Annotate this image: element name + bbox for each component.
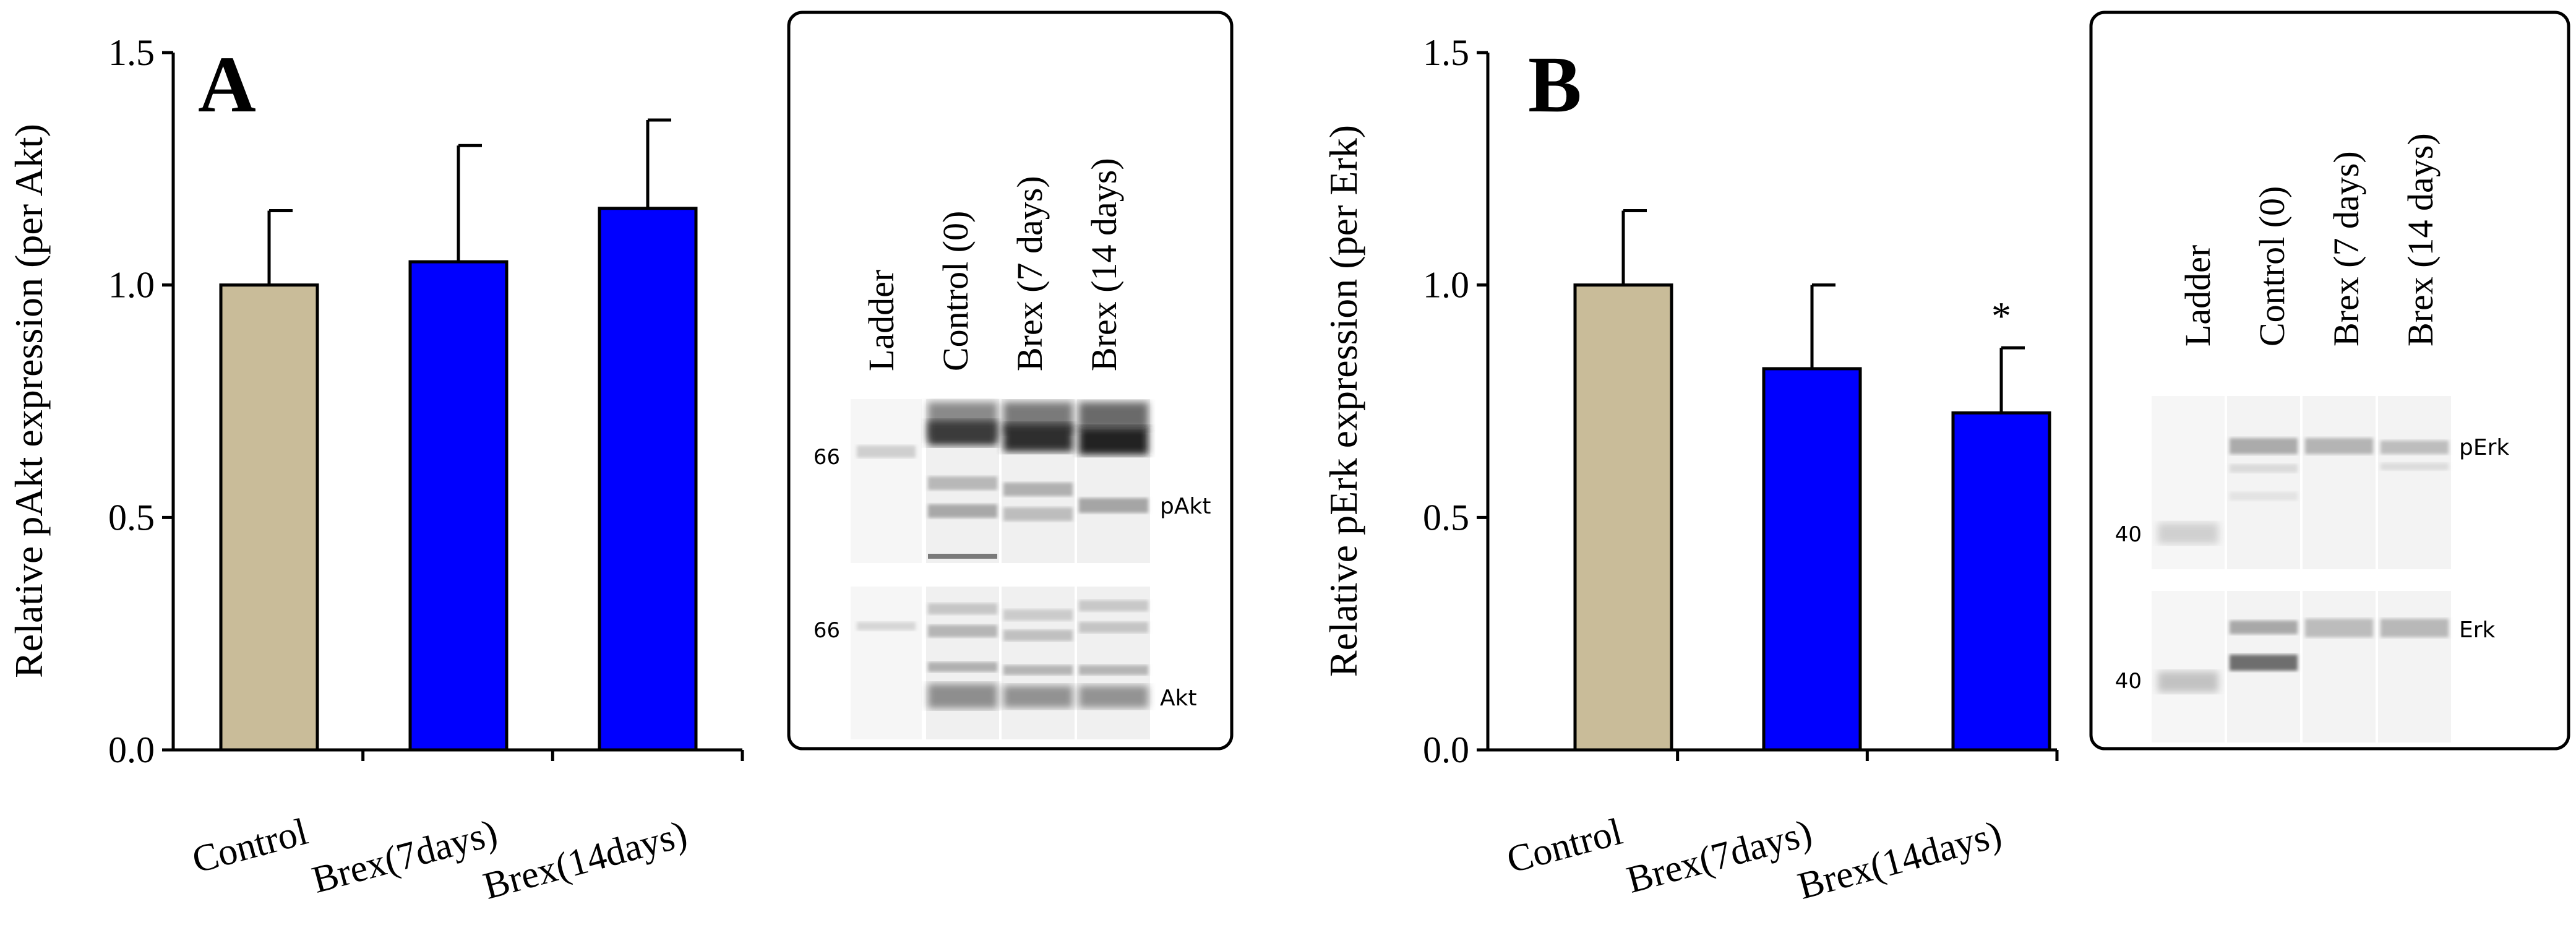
lane-label-ladder: Ladder xyxy=(861,270,901,371)
blot-frame-a xyxy=(787,11,1234,751)
y-tick-label: 1.5 xyxy=(108,32,155,73)
marker-40-upper: 40 xyxy=(2115,522,2142,547)
x-tick-label: Control xyxy=(188,811,312,882)
y-axis-label-b: Relative pErk expression (per Erk) xyxy=(1321,125,1365,677)
bar xyxy=(219,283,319,752)
blot-strip-lower-b: 40 Erk xyxy=(2115,591,2496,742)
x-tick-label: Brex(7days) xyxy=(307,812,502,901)
marker-66-lower: 66 xyxy=(814,618,840,643)
y-tick-label: 1.5 xyxy=(1423,32,1469,73)
marker-66-upper: 66 xyxy=(814,445,840,470)
blot-strip-upper-a: 66 pAkt xyxy=(814,399,1211,563)
y-tick-label: 0.0 xyxy=(108,729,155,770)
y-tick-label: 1.0 xyxy=(108,265,155,306)
band-label-pakt: pAkt xyxy=(1160,494,1211,519)
y-tick-label: 0.5 xyxy=(1423,497,1469,538)
bar xyxy=(1762,367,1862,752)
lane-label-control: Control (0) xyxy=(2252,186,2292,346)
significance-marker: * xyxy=(1991,294,2011,338)
y-axis-label-a: Relative pAkt expression (per Akt) xyxy=(7,124,51,678)
band-label-perk: pErk xyxy=(2459,435,2509,460)
blot-strip-lower-a: 66 Akt xyxy=(814,587,1197,739)
blot-strip-upper-b: 40 pErk xyxy=(2115,396,2509,569)
y-tick-label: 1.0 xyxy=(1423,265,1469,306)
x-tick-label: Control xyxy=(1503,811,1627,882)
bar xyxy=(408,260,509,752)
x-tick-label: Brex(14days) xyxy=(1793,813,2006,908)
lane-label-brex14: Brex (14 days) xyxy=(1084,158,1124,371)
x-tick-label: Brex(7days) xyxy=(1622,812,1816,901)
chart-b: B Relative pErk expression (per Erk) 0.0… xyxy=(1321,32,2059,908)
blot-b: Ladder Control (0) Brex (7 days) Brex (1… xyxy=(2089,11,2570,751)
lane-label-ladder: Ladder xyxy=(2178,245,2218,346)
bar xyxy=(1951,411,2051,752)
lane-label-brex7: Brex (7 days) xyxy=(1010,176,1050,371)
lane-label-brex7: Brex (7 days) xyxy=(2326,151,2366,346)
chart-a: A Relative pAkt expression (per Akt) 0.0… xyxy=(7,32,744,908)
lane-label-control: Control (0) xyxy=(935,211,976,371)
blot-a: Ladder Control (0) Brex (7 days) Brex (1… xyxy=(787,11,1234,751)
y-tick-label: 0.0 xyxy=(1423,729,1469,770)
bar xyxy=(1573,283,1673,752)
x-tick-label: Brex(14days) xyxy=(479,813,692,908)
panel-label-b: B xyxy=(1528,40,1582,129)
panel-label-a: A xyxy=(198,40,256,129)
band-label-akt: Akt xyxy=(1160,686,1197,711)
bar xyxy=(598,207,698,752)
marker-40-lower: 40 xyxy=(2115,669,2142,694)
y-tick-label: 0.5 xyxy=(108,497,155,538)
band-label-erk: Erk xyxy=(2459,617,2496,643)
lane-label-brex14: Brex (14 days) xyxy=(2400,133,2441,346)
